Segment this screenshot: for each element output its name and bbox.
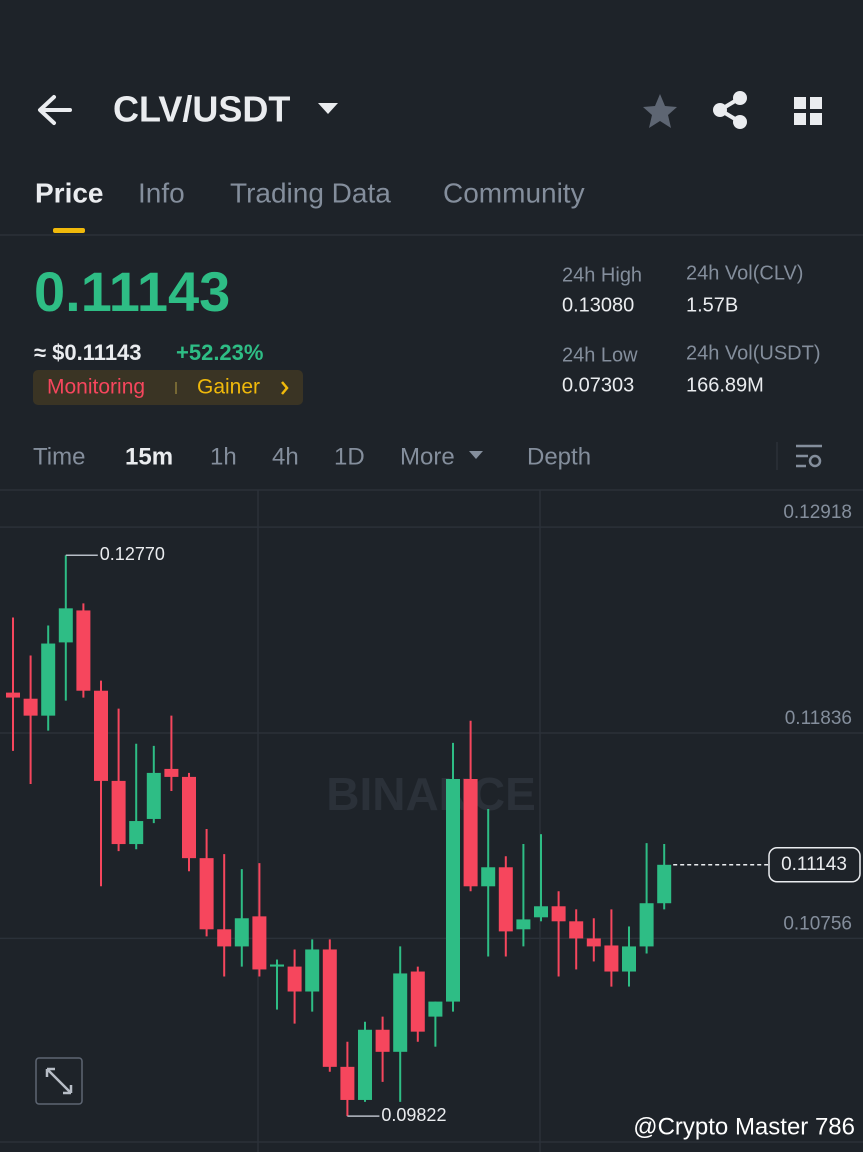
more-caret [469,451,483,459]
tab[interactable]: Info [138,177,185,208]
last-price-box [768,847,861,883]
y-tick-label: 0.11836 [785,708,852,729]
y-tick-label: 0.10756 [783,913,852,934]
stat-label: 24h Low [562,344,638,366]
stat-value: 166.89M [686,374,764,396]
credit: @Crypto Master 786 [633,1113,855,1140]
stat-label: 24h Vol(USDT) [686,342,821,364]
interval[interactable]: More [400,443,455,470]
interval[interactable]: 1D [334,443,365,470]
candle-body [375,1029,390,1052]
y-tick-label: 0.12918 [783,502,852,523]
candle-body [182,776,196,859]
candle-body [551,906,566,922]
settings-icon[interactable] [796,444,822,468]
candle-body [41,643,56,716]
price-change: +52.23% [176,340,263,365]
interval[interactable]: 15m [125,443,173,470]
interval[interactable]: 1h [210,443,237,470]
candle-body [76,610,91,691]
candle-body [498,867,513,932]
badge[interactable] [33,370,303,405]
candle-body [534,906,548,918]
tab[interactable]: Price [35,177,104,208]
candle-body [393,973,408,1052]
candle-body [164,768,179,777]
back-arrow[interactable] [38,95,72,125]
stat-value: 0.13080 [562,294,634,316]
candle-body [199,858,214,930]
candle-body [287,966,302,992]
candle-body [322,949,337,1067]
favorite-star[interactable] [643,94,677,128]
candle-body [639,903,654,947]
candle-body [217,929,232,947]
stat-value: 1.57B [686,294,738,316]
candle-body [657,864,672,904]
last-price-label: 0.11143 [781,854,847,875]
expand-icon [45,1067,73,1095]
candle-body [516,919,531,930]
candle-body [358,1029,372,1100]
grid-icon[interactable] [794,97,822,125]
last-price: 0.11143 [34,260,230,323]
interval[interactable]: Time [33,443,85,470]
badge-label: Monitoring [47,376,145,399]
candle-body [463,778,478,887]
candle-body [23,698,38,716]
candle-body [270,964,284,967]
candle-body [234,918,249,947]
candle-body [94,690,108,781]
candle-body [481,867,496,887]
tab-indicator [53,228,85,233]
tab[interactable]: Community [443,177,585,208]
candle-body [446,778,460,1002]
candle-body [111,780,126,845]
max-marker-label: 0.12770 [100,544,165,564]
candle-body [604,945,619,972]
min-marker-label: 0.09822 [381,1105,446,1125]
stat-label: 24h High [562,264,642,286]
interval[interactable]: 4h [272,443,299,470]
stat-value: 0.07303 [562,374,634,396]
badge-label: Gainer [197,376,260,399]
candlestick-chart: 0.12918 0.11836 0.10756 0.12770 0.09822 0.111… [0,502,863,1125]
candle-body [586,938,601,947]
candle-body [252,916,267,970]
tab[interactable]: Trading Data [230,177,391,208]
candle-body [146,772,161,819]
candle-body [569,921,584,939]
share-icon[interactable] [713,91,747,129]
badge-chevron [281,381,289,395]
candle-body [6,692,20,698]
usd-price: ≈ $0.11143 [34,340,142,365]
candle-body [340,1066,355,1100]
pair-caret[interactable] [318,103,338,114]
candle-body [410,971,425,1032]
watermark: BINANCE [326,768,536,820]
candle-body [305,949,320,992]
interval[interactable]: Depth [527,443,591,470]
pair-title[interactable]: CLV/USDT [113,89,290,130]
candle-body [428,1001,443,1017]
candle-body [58,608,73,643]
expand-button[interactable] [35,1057,83,1105]
candle-body [129,821,144,845]
candle-body [622,946,636,972]
stat-label: 24h Vol(CLV) [686,262,803,284]
